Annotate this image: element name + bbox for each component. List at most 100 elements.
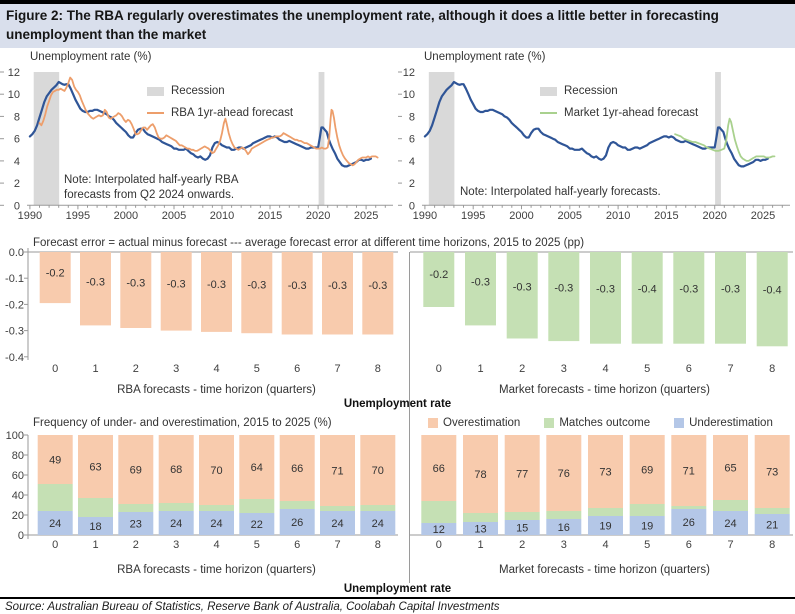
bar-value-label: -0.3: [288, 280, 307, 292]
stack-segment-matches-outcome: [118, 504, 154, 512]
frequency-title: Frequency of under- and overestimation, …: [33, 417, 332, 429]
stack-segment-underestimation: [320, 511, 355, 535]
y-tick-label: 0: [14, 200, 20, 212]
stack-segment-overestimation: [158, 435, 194, 503]
x-tick-label: 2005: [162, 210, 186, 222]
bar-value-label: -0.3: [86, 276, 105, 288]
y-tick-label: 0: [18, 530, 24, 542]
stack-segment-matches-outcome: [629, 504, 665, 516]
stack-segment-matches-outcome: [754, 508, 790, 514]
y-tick-label: 4: [409, 156, 415, 168]
category-label: 2: [519, 363, 525, 375]
segment-value-label: 63: [89, 462, 101, 474]
stack-segment-overestimation: [713, 435, 748, 500]
legend-row-rba-forecast: RBA 1yr-ahead forecast: [147, 102, 293, 124]
y-tick-label: -0.4: [5, 352, 24, 364]
y-tick-label: 12: [403, 67, 415, 79]
category-label: 3: [173, 363, 179, 375]
legend-label: Market 1yr-ahead forecast: [564, 107, 699, 119]
mid-section-label: Unemployment rate: [343, 398, 452, 410]
market-frequency-chart: 1266013781157721676319734196952671624657…: [410, 435, 793, 551]
category-label: 7: [334, 363, 340, 375]
x-tick-label: 1990: [18, 210, 42, 222]
bar-value-label: -0.4: [763, 285, 782, 297]
bar-value-label: -0.2: [46, 267, 65, 279]
series-forecast: [674, 117, 776, 162]
stack-segment-underestimation: [463, 522, 498, 535]
series-forecast: [38, 76, 379, 167]
stack-segment-overestimation: [320, 435, 355, 506]
error-bar: [322, 252, 353, 335]
legend-item-overestimation: Overestimation: [428, 417, 520, 429]
stack-segment-underestimation: [504, 520, 540, 535]
legend-row-recession: Recession: [147, 80, 293, 102]
y-tick-label: 100: [6, 430, 24, 442]
category-label: 0: [52, 539, 58, 551]
bar-value-label: -0.3: [513, 282, 532, 294]
category-label: 4: [602, 363, 608, 375]
y-tick-label: 10: [403, 89, 415, 101]
stack-segment-overestimation: [421, 435, 457, 501]
category-label: 1: [477, 363, 483, 375]
error-bar: [160, 252, 192, 331]
stack-segment-matches-outcome: [546, 511, 582, 519]
rba-frequency-chart: 0204060801002449018631236922468324704226…: [6, 430, 398, 551]
x-tick-label: 2010: [210, 210, 234, 222]
segment-value-label: 18: [89, 521, 101, 533]
segment-value-label: 77: [516, 469, 528, 481]
segment-value-label: 49: [49, 455, 61, 467]
y-tick-label: 80: [12, 450, 24, 462]
y-tick-label: 8: [14, 111, 20, 123]
bar-value-label: -0.3: [471, 276, 490, 288]
series-actual: [28, 80, 372, 168]
underestimation-swatch: [674, 418, 685, 428]
stack-segment-overestimation: [754, 435, 790, 508]
legend-label: Overestimation: [443, 417, 521, 429]
segment-value-label: 23: [130, 519, 142, 531]
segment-value-label: 19: [599, 521, 611, 533]
error-bar: [423, 252, 455, 307]
error-bar: [673, 252, 705, 344]
error-bar: [465, 252, 496, 326]
stack-segment-underestimation: [629, 516, 665, 535]
category-label: 8: [375, 539, 381, 551]
bar-value-label: -0.3: [554, 283, 573, 295]
stack-segment-matches-outcome: [37, 484, 73, 511]
rba-frequency-xlabel: RBA forecasts - time horizon (quarters): [117, 564, 316, 576]
rba-error-xlabel: RBA forecasts - time horizon (quarters): [117, 384, 316, 396]
bar-value-label: -0.3: [368, 280, 387, 292]
figure-title: Figure 2: The RBA regularly overestimate…: [0, 0, 795, 49]
market-forecast-line-swatch: [540, 111, 557, 115]
segment-value-label: 68: [170, 464, 182, 476]
category-label: 3: [561, 539, 567, 551]
bar-value-label: -0.3: [328, 280, 347, 292]
error-bar: [281, 252, 313, 335]
segment-value-label: 24: [372, 518, 384, 530]
segment-value-label: 70: [372, 465, 384, 477]
segment-value-label: 70: [210, 465, 222, 477]
legend-label: Underestimation: [689, 417, 773, 429]
category-label: 8: [375, 363, 381, 375]
recession-band: [715, 72, 721, 206]
stack-segment-overestimation: [546, 435, 582, 511]
stack-segment-overestimation: [118, 435, 154, 504]
category-label: 7: [727, 363, 733, 375]
stack-segment-overestimation: [78, 435, 113, 498]
x-tick-label: 2010: [606, 210, 630, 222]
segment-value-label: 24: [724, 518, 736, 530]
stack-segment-underestimation: [754, 514, 790, 535]
segment-value-label: 24: [49, 518, 61, 530]
recession-swatch: [540, 86, 557, 96]
error-bar: [631, 252, 663, 344]
column-divider: [409, 252, 410, 583]
segment-value-label: 24: [170, 518, 182, 530]
category-label: 6: [294, 539, 300, 551]
error-bar: [80, 252, 111, 326]
category-label: 1: [92, 539, 98, 551]
legend-label: Recession: [171, 85, 225, 97]
error-bar: [39, 252, 71, 304]
recession-band: [33, 72, 60, 206]
bar-value-label: -0.3: [679, 284, 698, 296]
segment-value-label: 73: [766, 467, 778, 479]
market-error-bar-chart: -0.2 0 -0.3 1 -0.3 2 -0.3 3 -0.3 4 -0.4 5 -0.3 6 -0.3 7…: [410, 251, 793, 375]
